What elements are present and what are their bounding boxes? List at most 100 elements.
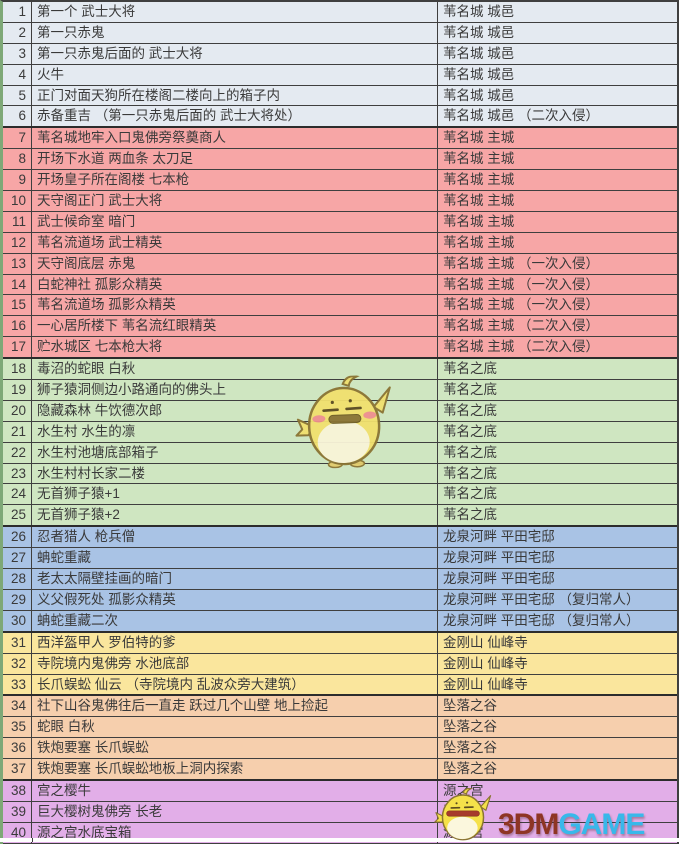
row-number: 22 xyxy=(3,443,32,463)
row-number: 14 xyxy=(3,275,32,295)
row-location: 龙泉河畔 平田宅邸 （复归常人） xyxy=(438,611,677,631)
row-location: 金刚山 仙峰寺 xyxy=(438,675,677,695)
row-number: 7 xyxy=(3,128,32,148)
row-number: 4 xyxy=(3,65,32,85)
table-row: 26 忍者猎人 枪兵僧 龙泉河畔 平田宅邸 xyxy=(3,527,677,548)
row-number: 6 xyxy=(3,106,32,126)
row-number: 11 xyxy=(3,212,32,232)
row-location: 龙泉河畔 平田宅邸 xyxy=(438,548,677,568)
row-description: 苇名城地牢入口鬼佛旁祭奠商人 xyxy=(32,128,438,148)
table-row: 15 苇名流道场 孤影众精英 苇名城 主城 （一次入侵） xyxy=(3,295,677,316)
site-logo: 3DMGAME xyxy=(414,788,644,842)
row-description: 宫之樱牛 xyxy=(32,781,438,801)
row-number: 24 xyxy=(3,484,32,504)
row-number: 38 xyxy=(3,781,32,801)
chick-mascot-watermark xyxy=(290,374,397,470)
table-row: 27 蚺蛇重藏 龙泉河畔 平田宅邸 xyxy=(3,548,677,569)
row-number: 33 xyxy=(3,675,32,695)
row-location: 苇名城 主城 （一次入侵） xyxy=(438,295,677,315)
row-description: 火牛 xyxy=(32,65,438,85)
table-row: 8 开场下水道 两血条 太刀足 苇名城 主城 xyxy=(3,149,677,170)
row-number: 26 xyxy=(3,527,32,547)
table-row: 34 社下山谷鬼佛往后一直走 跃过几个山壁 地上捡起 坠落之谷 xyxy=(3,696,677,717)
row-description: 义父假死处 孤影众精英 xyxy=(32,590,438,610)
row-description: 老太太隔壁挂画的暗门 xyxy=(32,569,438,589)
row-location: 坠落之谷 xyxy=(438,717,677,737)
row-number: 34 xyxy=(3,696,32,716)
row-location: 苇名城 主城 xyxy=(438,233,677,253)
row-description: 忍者猎人 枪兵僧 xyxy=(32,527,438,547)
row-description: 第一个 武士大将 xyxy=(32,2,438,22)
row-location: 苇名城 城邑 xyxy=(438,2,677,22)
row-number: 20 xyxy=(3,401,32,421)
table-row: 14 白蛇神社 孤影众精英 苇名城 主城 （一次入侵） xyxy=(3,275,677,296)
row-number: 36 xyxy=(3,738,32,758)
row-description: 蚺蛇重藏 xyxy=(32,548,438,568)
table-row: 31 西洋盔甲人 罗伯特的爹 金刚山 仙峰寺 xyxy=(3,633,677,654)
row-description: 天守阁底层 赤鬼 xyxy=(32,254,438,274)
row-description: 铁炮要塞 长爪蜈蚣 xyxy=(32,738,438,758)
row-number: 32 xyxy=(3,654,32,674)
row-description: 赤备重吉 （第一只赤鬼后面的 武士大将处） xyxy=(32,106,438,126)
row-number: 5 xyxy=(3,86,32,106)
row-location: 苇名城 城邑 （二次入侵） xyxy=(438,106,677,126)
row-description: 长爪蜈蚣 仙云 （寺院境内 乱波众旁大建筑） xyxy=(32,675,438,695)
row-location: 苇名城 主城 （二次入侵） xyxy=(438,337,677,357)
row-location: 苇名城 主城 （二次入侵） xyxy=(438,316,677,336)
row-location: 苇名城 主城 xyxy=(438,212,677,232)
table-row: 17 贮水城区 七本枪大将 苇名城 主城 （二次入侵） xyxy=(3,337,677,359)
row-number: 2 xyxy=(3,23,32,43)
site-logo-text: 3DMGAME xyxy=(498,810,644,840)
table-row: 4 火牛 苇名城 城邑 xyxy=(3,65,677,86)
table-row: 5 正门对面天狗所在楼阁二楼向上的箱子内 苇名城 城邑 xyxy=(3,86,677,107)
row-number: 9 xyxy=(3,170,32,190)
row-description: 第一只赤鬼后面的 武士大将 xyxy=(32,44,438,64)
table-row: 1 第一个 武士大将 苇名城 城邑 xyxy=(3,2,677,23)
row-location: 苇名城 主城 （一次入侵） xyxy=(438,254,677,274)
row-number: 35 xyxy=(3,717,32,737)
row-number: 29 xyxy=(3,590,32,610)
row-number: 8 xyxy=(3,149,32,169)
table-row: 30 蚺蛇重藏二次 龙泉河畔 平田宅邸 （复归常人） xyxy=(3,611,677,633)
row-number: 15 xyxy=(3,295,32,315)
table-row: 25 无首狮子猿+2 苇名之底 xyxy=(3,505,677,527)
row-location: 苇名之底 xyxy=(438,443,677,463)
row-location: 苇名之底 xyxy=(438,484,677,504)
row-description: 一心居所楼下 苇名流红眼精英 xyxy=(32,316,438,336)
row-location: 苇名之底 xyxy=(438,359,677,379)
row-location: 坠落之谷 xyxy=(438,759,677,779)
row-number: 23 xyxy=(3,464,32,484)
row-number: 17 xyxy=(3,337,32,357)
row-description: 第一只赤鬼 xyxy=(32,23,438,43)
row-location: 苇名城 主城 xyxy=(438,128,677,148)
row-location: 金刚山 仙峰寺 xyxy=(438,633,677,653)
row-description: 苇名流道场 孤影众精英 xyxy=(32,295,438,315)
table-row: 9 开场皇子所在阁楼 七本枪 苇名城 主城 xyxy=(3,170,677,191)
table-row: 2 第一只赤鬼 苇名城 城邑 xyxy=(3,23,677,44)
row-location: 苇名城 城邑 xyxy=(438,23,677,43)
row-description: 寺院境内鬼佛旁 水池底部 xyxy=(32,654,438,674)
row-location: 龙泉河畔 平田宅邸 xyxy=(438,569,677,589)
row-number: 3 xyxy=(3,44,32,64)
row-location: 苇名之底 xyxy=(438,422,677,442)
row-location: 坠落之谷 xyxy=(438,696,677,716)
row-description: 白蛇神社 孤影众精英 xyxy=(32,275,438,295)
row-location: 坠落之谷 xyxy=(438,738,677,758)
row-description: 开场皇子所在阁楼 七本枪 xyxy=(32,170,438,190)
row-location: 苇名城 城邑 xyxy=(438,65,677,85)
table-row: 16 一心居所楼下 苇名流红眼精英 苇名城 主城 （二次入侵） xyxy=(3,316,677,337)
table-row: 11 武士候命室 暗门 苇名城 主城 xyxy=(3,212,677,233)
row-number: 30 xyxy=(3,611,32,631)
table-row: 3 第一只赤鬼后面的 武士大将 苇名城 城邑 xyxy=(3,44,677,65)
table-row: 28 老太太隔壁挂画的暗门 龙泉河畔 平田宅邸 xyxy=(3,569,677,590)
row-description: 蚺蛇重藏二次 xyxy=(32,611,438,631)
logo-game: GAME xyxy=(558,808,644,841)
row-location: 苇名之底 xyxy=(438,380,677,400)
row-number: 39 xyxy=(3,802,32,822)
row-location: 苇名之底 xyxy=(438,401,677,421)
row-description: 铁炮要塞 长爪蜈蚣地板上洞内探索 xyxy=(32,759,438,779)
table-row: 37 铁炮要塞 长爪蜈蚣地板上洞内探索 坠落之谷 xyxy=(3,759,677,781)
row-number: 13 xyxy=(3,254,32,274)
table-row: 24 无首狮子猿+1 苇名之底 xyxy=(3,484,677,505)
row-number: 27 xyxy=(3,548,32,568)
